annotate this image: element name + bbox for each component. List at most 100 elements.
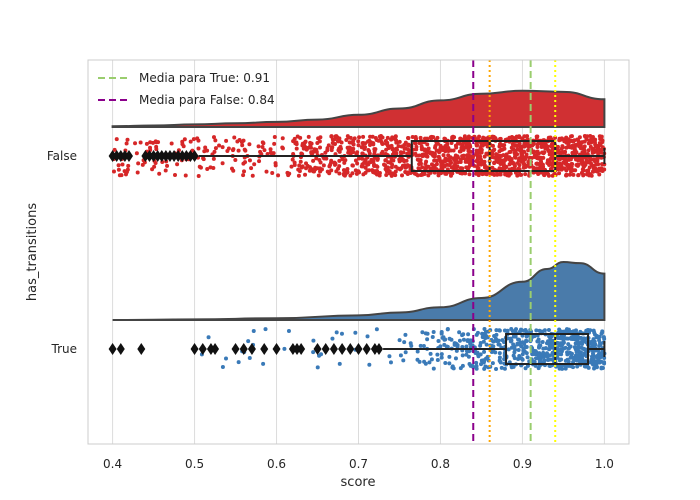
strip-point bbox=[500, 338, 505, 343]
strip-point bbox=[332, 160, 337, 165]
strip-point bbox=[461, 337, 466, 342]
strip-point bbox=[557, 366, 562, 371]
strip-point bbox=[545, 354, 550, 359]
strip-point bbox=[494, 158, 499, 163]
x-tick-label: 1.0 bbox=[595, 457, 614, 471]
strip-point bbox=[478, 341, 483, 346]
strip-point bbox=[252, 162, 257, 167]
strip-point bbox=[571, 356, 576, 361]
strip-point bbox=[220, 161, 225, 166]
strip-point bbox=[337, 171, 342, 176]
strip-point bbox=[528, 143, 533, 148]
strip-point bbox=[490, 361, 495, 366]
strip-point bbox=[256, 144, 261, 149]
strip-point bbox=[494, 328, 499, 333]
strip-point bbox=[497, 328, 502, 333]
strip-point bbox=[475, 350, 480, 355]
strip-point bbox=[339, 331, 344, 336]
strip-point bbox=[447, 163, 452, 168]
strip-point bbox=[318, 169, 323, 174]
strip-point bbox=[524, 351, 529, 356]
strip-point bbox=[435, 352, 440, 357]
legend-label-true: Media para True: 0.91 bbox=[139, 71, 270, 85]
outlier-marker bbox=[231, 343, 240, 355]
strip-point bbox=[415, 173, 420, 178]
strip-point bbox=[406, 136, 411, 141]
strip-point bbox=[534, 166, 539, 171]
strip-point bbox=[345, 167, 350, 172]
plot-frame bbox=[87, 59, 630, 445]
strip-point bbox=[249, 166, 254, 171]
strip-point bbox=[445, 327, 450, 332]
outlier-marker bbox=[157, 150, 166, 162]
strip-point bbox=[598, 137, 603, 142]
strip-point bbox=[203, 145, 208, 150]
strip-point bbox=[313, 167, 318, 172]
strip-point bbox=[347, 140, 352, 145]
outlier-marker bbox=[362, 343, 371, 355]
strip-point bbox=[400, 173, 405, 178]
strip-point bbox=[341, 168, 346, 173]
outlier-marker bbox=[165, 150, 174, 162]
outlier-marker bbox=[145, 150, 154, 162]
strip-point bbox=[594, 365, 599, 370]
strip-point bbox=[464, 344, 469, 349]
strip-point bbox=[524, 345, 529, 350]
strip-point bbox=[224, 138, 229, 143]
strip-point bbox=[211, 135, 216, 140]
strip-point bbox=[437, 150, 442, 155]
strip-point bbox=[387, 354, 392, 359]
strip-point bbox=[374, 327, 379, 332]
strip-point bbox=[239, 140, 244, 145]
strip-point bbox=[415, 357, 420, 362]
strip-point bbox=[336, 139, 341, 144]
strip-point bbox=[375, 164, 380, 169]
strip-point bbox=[502, 366, 507, 371]
strip-point bbox=[482, 349, 487, 354]
strip-point bbox=[519, 172, 524, 177]
strip-point bbox=[550, 350, 555, 355]
strip-point bbox=[337, 149, 342, 154]
strip-point bbox=[125, 137, 130, 142]
strip-point bbox=[272, 141, 277, 146]
strip-point bbox=[213, 138, 218, 143]
density-clouds bbox=[111, 89, 606, 321]
strip-point bbox=[565, 350, 570, 355]
strip-point bbox=[420, 172, 425, 177]
strip-point bbox=[112, 147, 117, 152]
strip-point bbox=[371, 162, 376, 167]
strip-point bbox=[498, 136, 503, 141]
box-iqr bbox=[505, 333, 590, 365]
strip-point bbox=[217, 143, 222, 148]
strip-point bbox=[373, 135, 378, 140]
strip-point bbox=[316, 173, 321, 178]
strip-point bbox=[361, 134, 366, 139]
strip-point bbox=[536, 339, 541, 344]
strip-point bbox=[304, 161, 309, 166]
strip-point bbox=[403, 169, 408, 174]
strip-point bbox=[489, 343, 494, 348]
strip-point bbox=[223, 356, 228, 361]
strip-point bbox=[387, 169, 392, 174]
strip-point bbox=[600, 329, 605, 334]
strip-point bbox=[474, 366, 479, 371]
strip-point bbox=[467, 172, 472, 177]
strip-point bbox=[596, 151, 601, 156]
strip-point bbox=[311, 158, 316, 163]
strip-point bbox=[329, 145, 334, 150]
strip-point bbox=[389, 173, 394, 178]
strip-point bbox=[566, 164, 571, 169]
strip-point bbox=[541, 346, 546, 351]
strip-point bbox=[385, 143, 390, 148]
strip-point bbox=[356, 143, 361, 148]
strip-point bbox=[441, 153, 446, 158]
strip-point bbox=[439, 352, 444, 357]
strip-point bbox=[481, 339, 486, 344]
strip-point bbox=[517, 148, 522, 153]
strip-point bbox=[555, 334, 560, 339]
strip-point bbox=[590, 138, 595, 143]
strip-point bbox=[525, 134, 530, 139]
strip-point bbox=[460, 154, 465, 159]
strip-point bbox=[425, 337, 430, 342]
strip-point bbox=[599, 147, 604, 152]
